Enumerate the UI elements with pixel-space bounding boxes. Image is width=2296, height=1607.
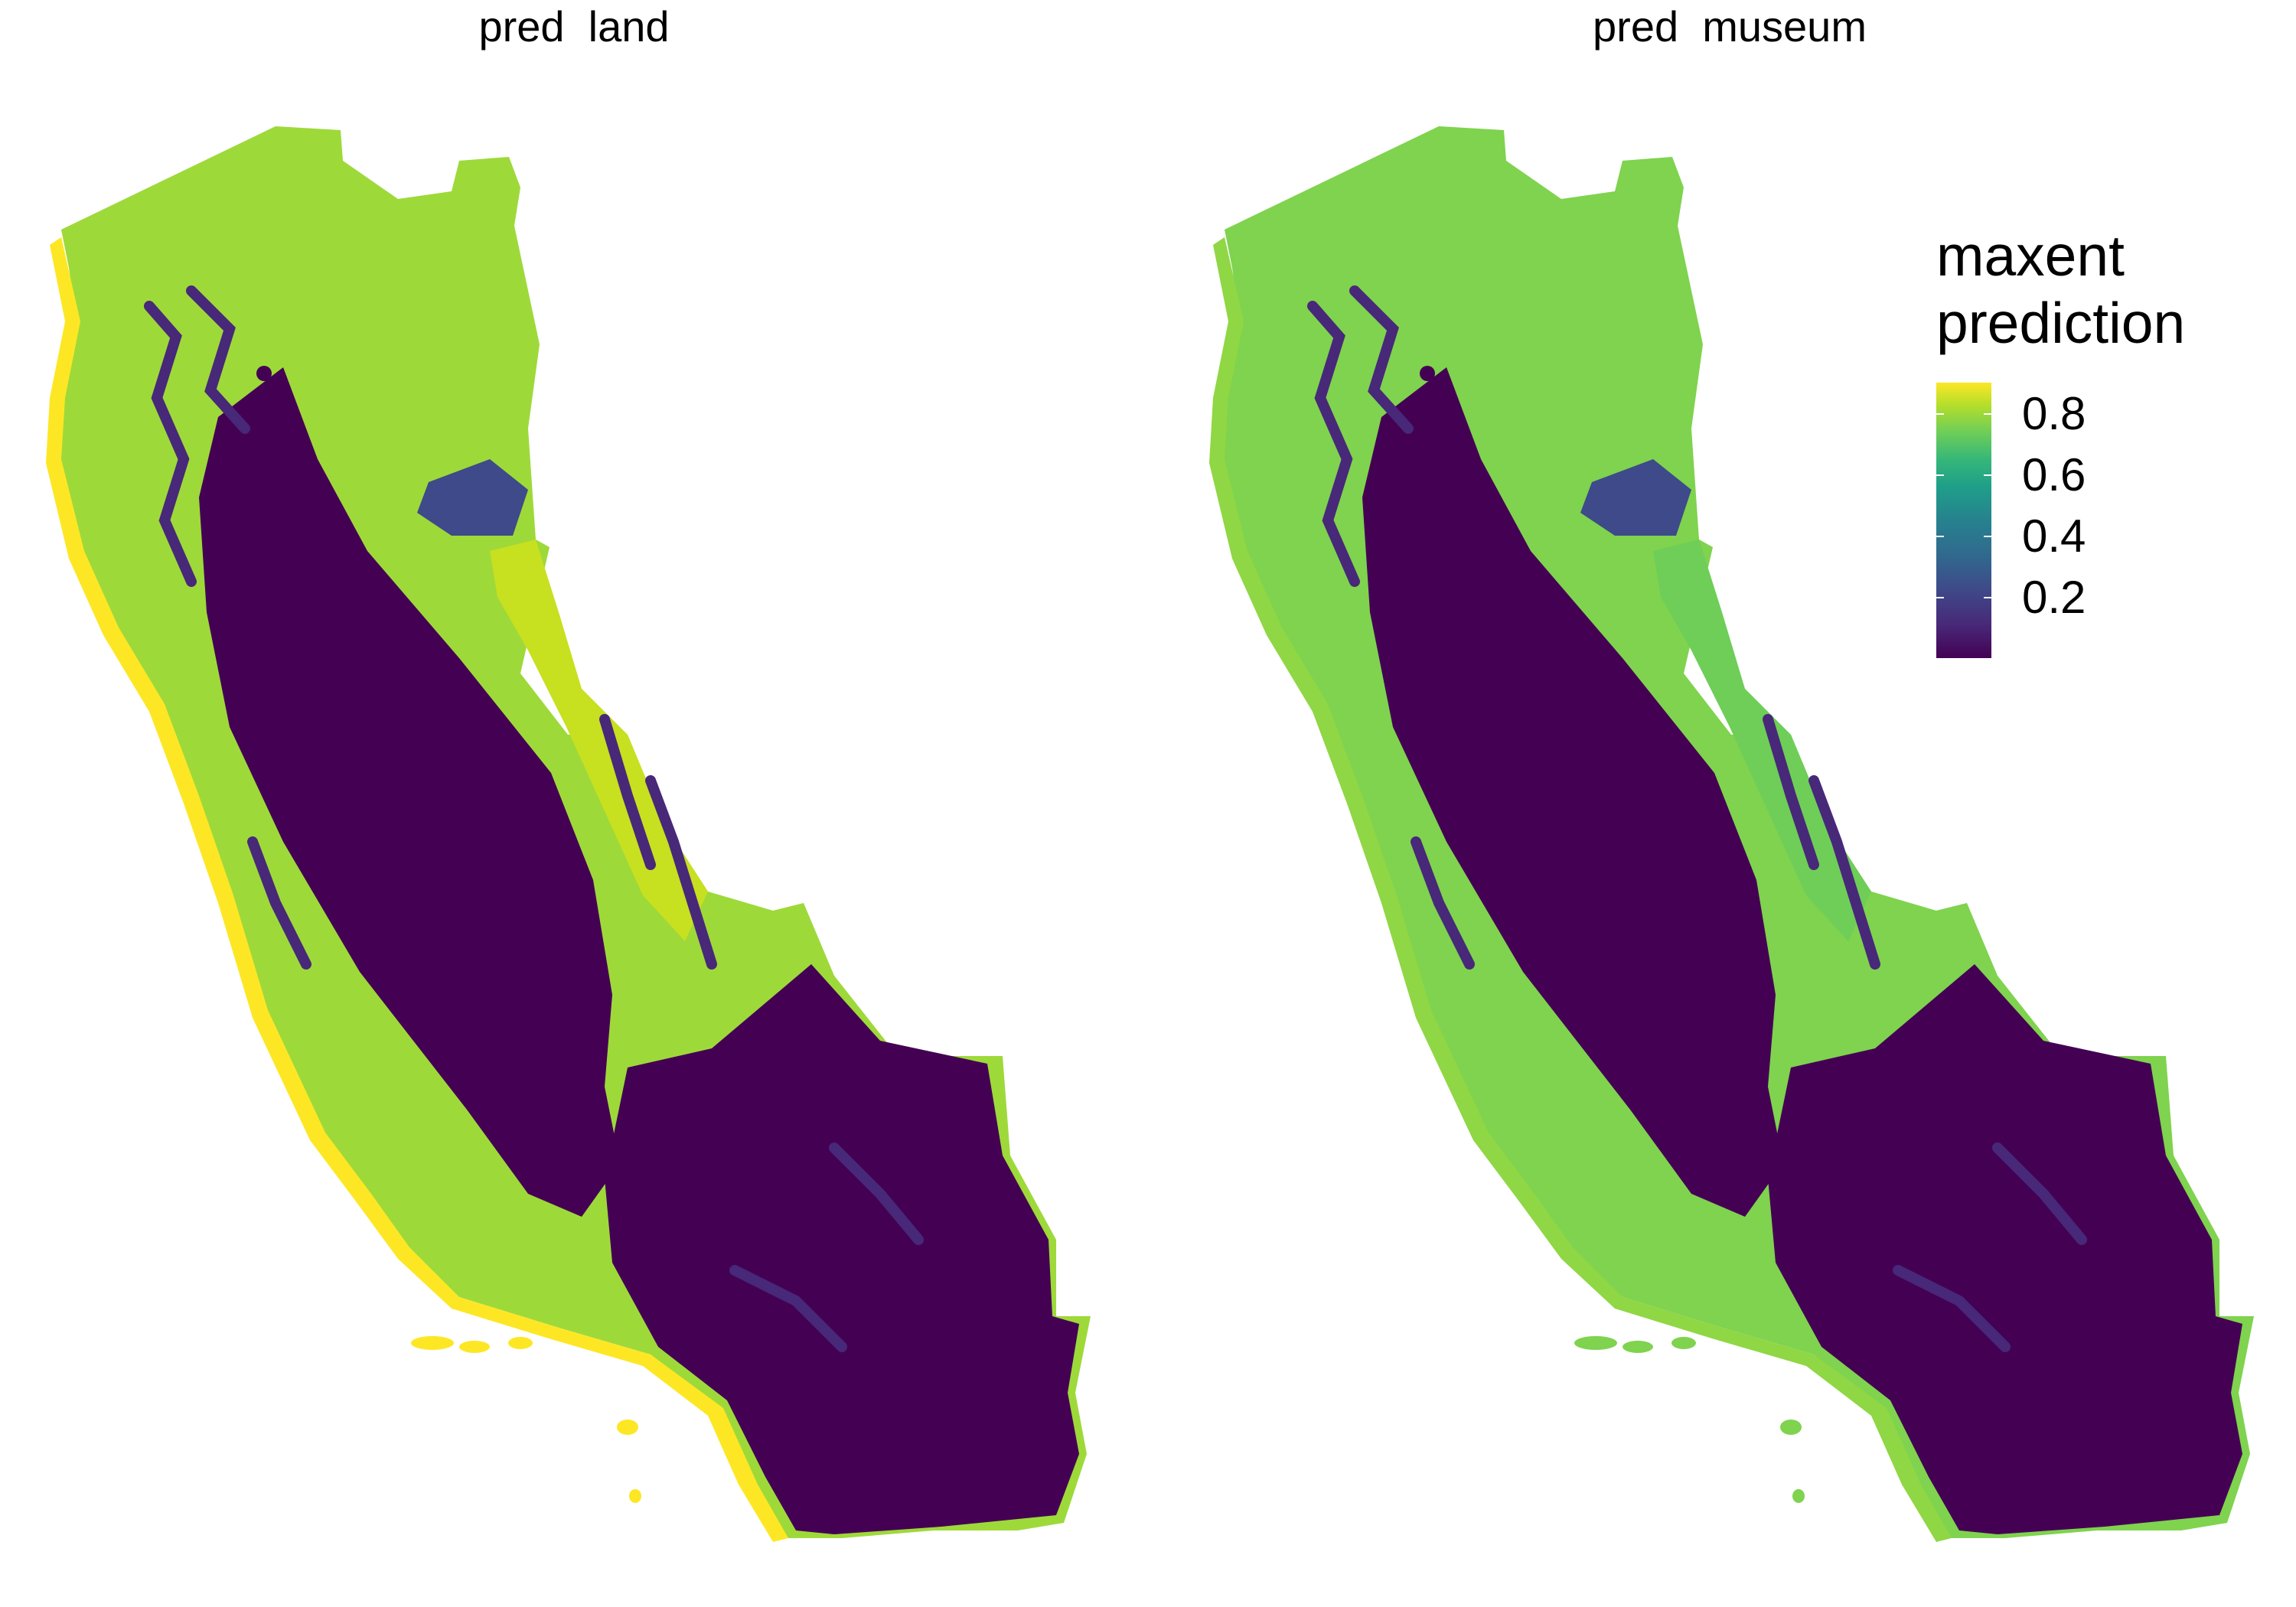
panel-title-pred-land: pred land: [478, 2, 670, 51]
legend: maxent prediction 0.8 0.6 0.4 0.2: [1936, 222, 2258, 681]
legend-title: maxent prediction: [1936, 222, 2185, 357]
legend-tick-label: 0.2: [2022, 572, 2086, 623]
legend-tick-mark: [1936, 413, 1944, 415]
legend-tick-label: 0.4: [2022, 510, 2086, 562]
legend-tick-label: 0.6: [2022, 449, 2086, 500]
legend-tick-mark: [1984, 474, 1991, 476]
legend-title-line2: prediction: [1936, 291, 2186, 355]
map-pred-land: [46, 126, 1091, 1542]
legend-tick-mark: [1984, 597, 1991, 598]
legend-title-line1: maxent: [1936, 223, 2125, 288]
legend-tick-mark: [1936, 536, 1944, 537]
map-pred-museum: [1209, 126, 2254, 1542]
channel-islands: [1574, 1336, 1805, 1503]
channel-islands: [411, 1336, 641, 1503]
lake-spot: [1420, 366, 1435, 381]
legend-tick-mark: [1984, 536, 1991, 537]
legend-colorbar: 0.8 0.6 0.4 0.2: [1936, 383, 2086, 658]
legend-tick-label: 0.8: [2022, 388, 2086, 439]
legend-tick-mark: [1936, 597, 1944, 598]
panel-title-pred-museum: pred museum: [1593, 2, 1867, 51]
legend-tick-mark: [1984, 413, 1991, 415]
lake-spot: [256, 366, 272, 381]
legend-tick-mark: [1936, 474, 1944, 476]
